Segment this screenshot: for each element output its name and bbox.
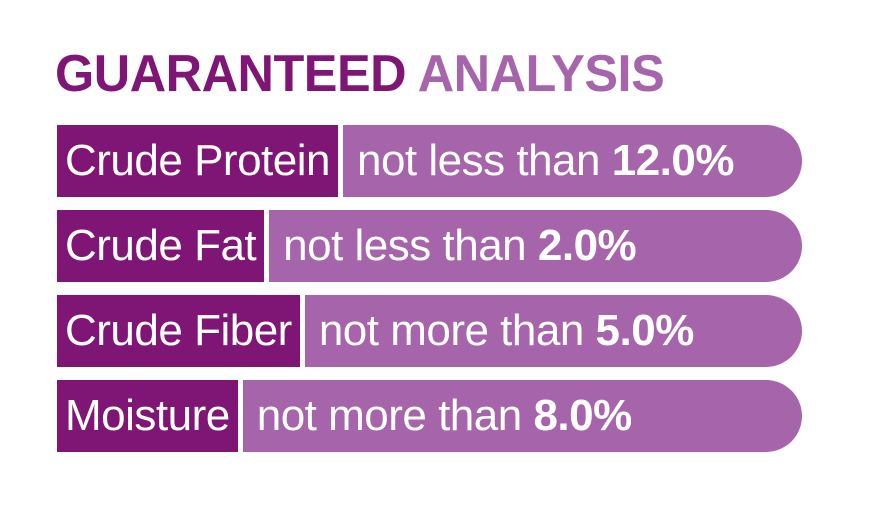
row-value: not less than 2.0%	[269, 210, 802, 282]
row-qualifier: not more than	[256, 391, 523, 440]
row-value: not more than 5.0%	[304, 295, 802, 367]
row-qualifier: not more than	[318, 306, 585, 355]
row-value: not less than 12.0%	[342, 125, 802, 197]
row-qualifier: not less than	[356, 136, 601, 185]
row-qualifier: not less than	[283, 221, 527, 270]
row-amount: 8.0%	[533, 391, 632, 440]
row-amount: 12.0%	[611, 136, 735, 185]
row-amount: 2.0%	[537, 221, 637, 270]
analysis-row-fat: Crude Fat not less than 2.0%	[57, 210, 802, 282]
row-amount: 5.0%	[595, 306, 695, 355]
row-label: Crude Protein	[57, 125, 338, 197]
analysis-row-fiber: Crude Fiber not more than 5.0%	[57, 295, 802, 367]
title-analysis: ANALYSIS	[417, 45, 665, 103]
page-title: GUARANTEED ANALYSIS	[55, 45, 665, 103]
analysis-row-moisture: Moisture not more than 8.0%	[57, 380, 802, 452]
row-label: Moisture	[57, 380, 238, 452]
row-value: not more than 8.0%	[242, 380, 802, 452]
row-label: Crude Fiber	[57, 295, 300, 367]
analysis-row-protein: Crude Protein not less than 12.0%	[57, 125, 802, 197]
title-guaranteed: GUARANTEED	[55, 45, 407, 103]
row-label: Crude Fat	[57, 210, 265, 282]
